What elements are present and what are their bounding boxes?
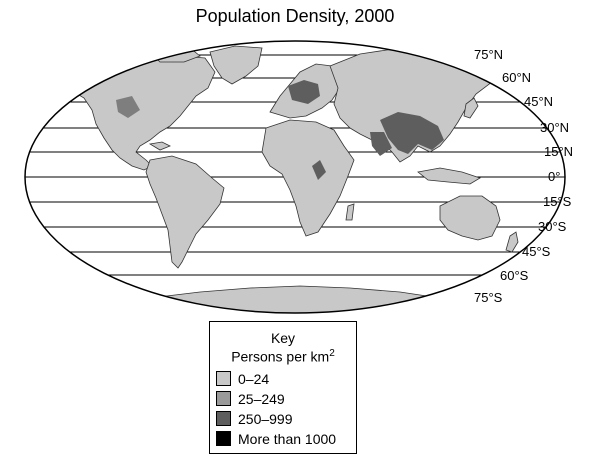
map-title: Population Density, 2000 [195,6,395,26]
lat-label-15n: 15°N [544,144,574,159]
key-label-250-999: 250–999 [238,411,293,427]
key-swatch-more-than-1000 [216,431,231,446]
key-title: Key [270,330,296,346]
indonesia [417,167,481,185]
lat-label-75n: 75°N [474,47,504,62]
south-america [145,155,225,269]
caribbean-islands [148,141,171,151]
lat-label-75s: 75°S [474,290,503,305]
lat-label-60s: 60°S [500,268,529,283]
map-key: Key Persons per km2 0–24 25–249 250–999 … [209,321,357,454]
lat-label-15s: 15°S [543,194,572,209]
key-subtitle: Persons per km2 [210,348,356,365]
north-america [71,55,216,171]
greenland [209,45,263,85]
map-outline [24,40,566,314]
madagascar [345,203,355,221]
key-subtitle-text: Persons per km [231,348,330,365]
key-label-25-249: 25–249 [238,391,285,407]
key-swatch-25-249 [216,391,231,406]
key-subtitle-superscript: 2 [329,348,335,359]
new-zealand [505,231,519,253]
dense-population-areas [116,80,444,180]
japan [463,97,479,119]
key-swatch-250-999 [216,411,231,426]
lat-label-60n: 60°N [502,70,532,85]
key-label-more-than-1000: More than 1000 [238,431,337,447]
key-swatch-0-24 [216,371,231,386]
lat-label-30n: 30°N [540,120,570,135]
antarctica [99,285,471,313]
lat-label-0: 0° [548,169,561,184]
australia [439,195,501,241]
lat-label-45n: 45°N [524,94,554,109]
lat-label-30s: 30°S [538,219,567,234]
lat-label-45s: 45°S [522,244,551,259]
africa [261,119,355,237]
key-label-0-24: 0–24 [238,371,270,387]
asia [329,47,506,163]
